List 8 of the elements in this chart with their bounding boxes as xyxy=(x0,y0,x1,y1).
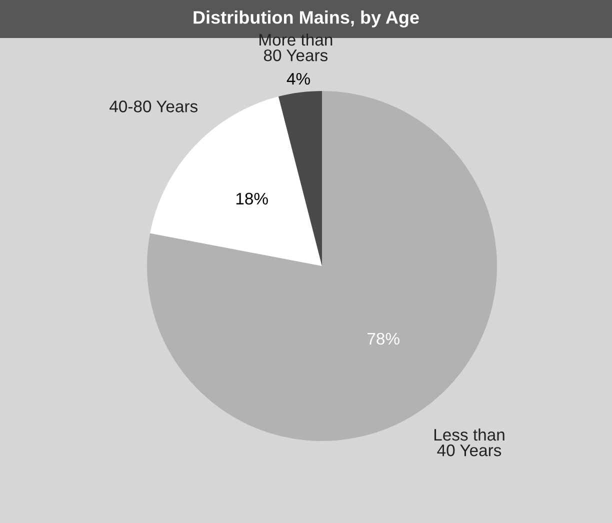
pie-slice xyxy=(150,96,322,266)
pie-slice xyxy=(278,91,322,266)
slice-label: Less than 40 Years xyxy=(434,428,504,456)
data-label: 4% xyxy=(286,72,310,85)
chart-title: Distribution Mains, by Age xyxy=(194,10,419,28)
data-label: 78% xyxy=(368,332,400,345)
slice-label: 40-80 Years xyxy=(110,100,198,112)
data-label: 18% xyxy=(236,192,268,205)
